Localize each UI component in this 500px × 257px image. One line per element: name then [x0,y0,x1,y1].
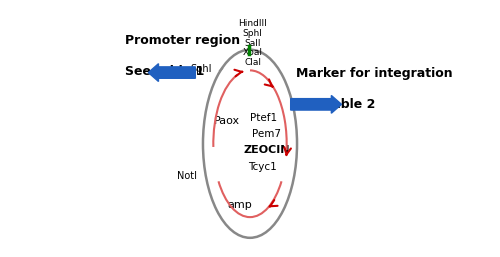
Text: SphI: SphI [242,29,262,38]
Text: See table 2: See table 2 [296,98,375,111]
Text: ZEOCIN: ZEOCIN [244,145,290,155]
Text: Marker for integration: Marker for integration [296,67,452,80]
Text: Tcyc1: Tcyc1 [248,162,277,172]
Text: Paox: Paox [214,116,240,126]
Text: Ptef1: Ptef1 [250,113,278,123]
FancyArrow shape [290,95,342,113]
Text: HindIII: HindIII [238,19,267,28]
Text: amp: amp [228,200,252,210]
Text: ClaI: ClaI [244,58,261,67]
Text: SphI: SphI [190,64,212,74]
Text: Promoter region: Promoter region [126,34,240,47]
Text: NotI: NotI [177,171,197,181]
Text: XbaI: XbaI [242,48,262,57]
Text: See table 1: See table 1 [126,65,205,78]
Text: SalI: SalI [244,39,261,48]
FancyArrow shape [148,64,196,81]
Text: Pem7: Pem7 [252,128,281,139]
